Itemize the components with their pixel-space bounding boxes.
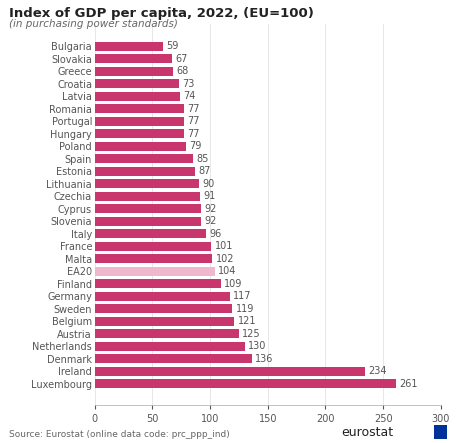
- Text: 90: 90: [202, 179, 214, 189]
- Text: 117: 117: [233, 291, 252, 301]
- Text: 104: 104: [218, 266, 237, 276]
- Bar: [95, 154, 193, 163]
- Text: 67: 67: [175, 54, 188, 64]
- Text: 119: 119: [236, 303, 254, 314]
- Bar: [95, 342, 245, 350]
- Bar: [95, 379, 396, 388]
- Bar: [95, 179, 199, 188]
- Bar: [95, 117, 183, 126]
- Text: 74: 74: [183, 91, 196, 101]
- Bar: [95, 241, 211, 251]
- Bar: [95, 329, 239, 338]
- Text: 101: 101: [215, 241, 233, 251]
- Text: 91: 91: [203, 191, 216, 201]
- Bar: [95, 167, 195, 175]
- Bar: [95, 279, 220, 288]
- Text: 121: 121: [238, 316, 256, 326]
- Bar: [95, 304, 232, 313]
- Text: 77: 77: [187, 104, 200, 114]
- Bar: [95, 129, 183, 138]
- Bar: [95, 142, 186, 151]
- Text: Index of GDP per capita, 2022, (EU=100): Index of GDP per capita, 2022, (EU=100): [9, 7, 314, 19]
- Text: 73: 73: [182, 79, 195, 89]
- Text: 92: 92: [204, 216, 217, 226]
- Text: 79: 79: [190, 141, 202, 151]
- Text: 125: 125: [242, 329, 261, 338]
- Bar: [95, 104, 183, 113]
- Text: 130: 130: [248, 341, 266, 351]
- Bar: [95, 317, 234, 326]
- Text: 109: 109: [224, 279, 242, 288]
- Bar: [95, 291, 230, 300]
- Bar: [95, 229, 206, 238]
- Bar: [95, 42, 163, 51]
- Bar: [95, 354, 252, 363]
- Text: 102: 102: [216, 253, 235, 264]
- Bar: [95, 217, 201, 225]
- Text: 85: 85: [196, 154, 209, 163]
- Bar: [95, 79, 179, 88]
- Text: 68: 68: [177, 66, 189, 76]
- Text: 92: 92: [204, 204, 217, 214]
- Bar: [95, 204, 201, 213]
- Bar: [95, 54, 172, 63]
- Text: (in purchasing power standards): (in purchasing power standards): [9, 19, 178, 29]
- Text: 96: 96: [209, 229, 221, 239]
- Bar: [95, 192, 200, 201]
- Bar: [95, 254, 212, 263]
- Text: 136: 136: [255, 354, 273, 364]
- Bar: [95, 66, 173, 76]
- Text: 234: 234: [368, 366, 387, 376]
- Text: 77: 77: [187, 116, 200, 126]
- Text: 87: 87: [199, 166, 211, 176]
- Bar: [95, 267, 215, 276]
- Text: eurostat: eurostat: [341, 427, 393, 439]
- Text: 261: 261: [399, 378, 418, 389]
- Text: 77: 77: [187, 128, 200, 139]
- Bar: [95, 92, 180, 101]
- Text: Source: Eurostat (online data code: prc_ppp_ind): Source: Eurostat (online data code: prc_…: [9, 431, 230, 439]
- Text: 59: 59: [166, 41, 179, 51]
- Bar: [95, 366, 365, 376]
